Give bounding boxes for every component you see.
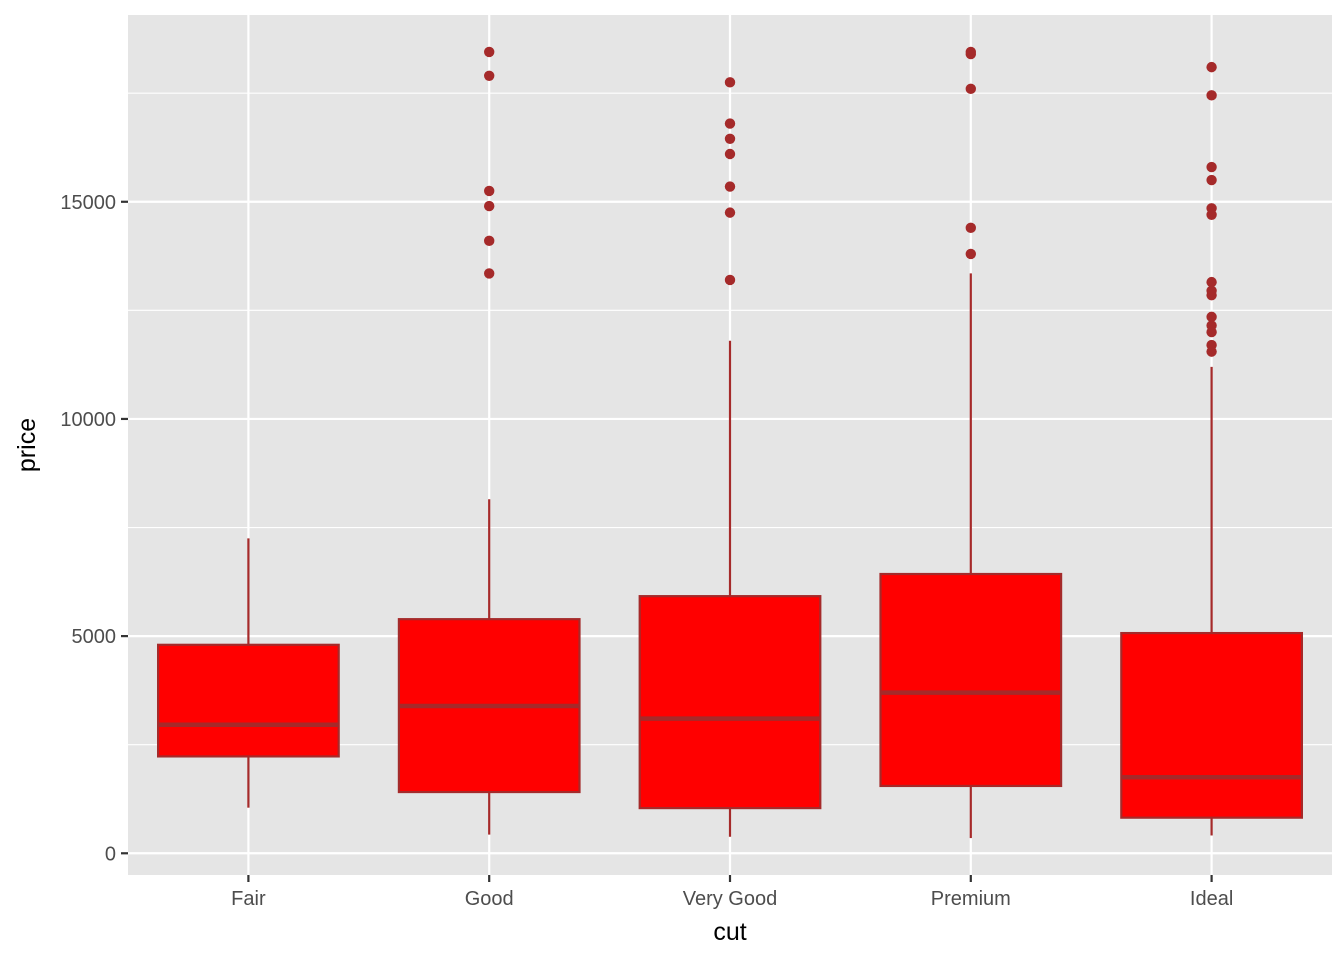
outlier-point [1206,174,1217,186]
x-tick-label: Ideal [1190,888,1233,910]
outlier-point [1206,276,1217,288]
outlier-point [1206,90,1217,101]
outlier-point [1206,311,1217,323]
x-tick-label: Fair [231,888,266,910]
outlier-point [1206,61,1217,73]
x-tick-label: Premium [931,888,1011,910]
outlier-point [724,133,736,144]
box-series [157,46,1304,839]
box-fair [157,538,340,808]
iqr-box [1120,631,1304,819]
y-tick-label: 10000 [60,409,116,431]
iqr-box [638,595,822,810]
outlier-point [1206,339,1217,351]
y-axis-title: price [13,418,41,472]
y-tick-label: 5000 [72,626,117,648]
x-axis-title: cut [713,918,746,946]
outlier-point [1206,285,1217,297]
outlier-point [484,268,495,279]
outlier-point [965,248,976,260]
outlier-point [484,200,495,212]
x-axis: Fair Good Very Good Premium Ideal [231,875,1233,910]
outlier-point [965,46,976,58]
box-ideal [1120,61,1304,836]
outlier-point [484,70,495,82]
outlier-point [724,77,736,88]
x-tick-label: Very Good [683,888,778,910]
y-tick-label: 0 [105,843,116,865]
outlier-point [724,181,736,192]
outlier-point [724,207,736,218]
iqr-box [879,572,1063,788]
outlier-point [1206,320,1217,331]
box-premium [879,46,1063,839]
y-tick-label: 15000 [60,192,116,214]
outlier-point [484,46,495,58]
outlier-point [1206,161,1217,173]
iqr-box [157,643,340,758]
y-axis: 0 5000 10000 15000 [60,192,128,865]
outlier-point [965,222,976,234]
outlier-point [484,185,495,197]
x-tick-label: Good [465,888,514,910]
outlier-point [1206,203,1217,214]
outlier-point [724,274,736,286]
box-good [397,46,581,835]
outlier-point [965,83,976,95]
outlier-point [484,235,495,247]
box-very-good [638,77,822,837]
outlier-point [724,148,736,160]
outlier-point [724,118,736,129]
